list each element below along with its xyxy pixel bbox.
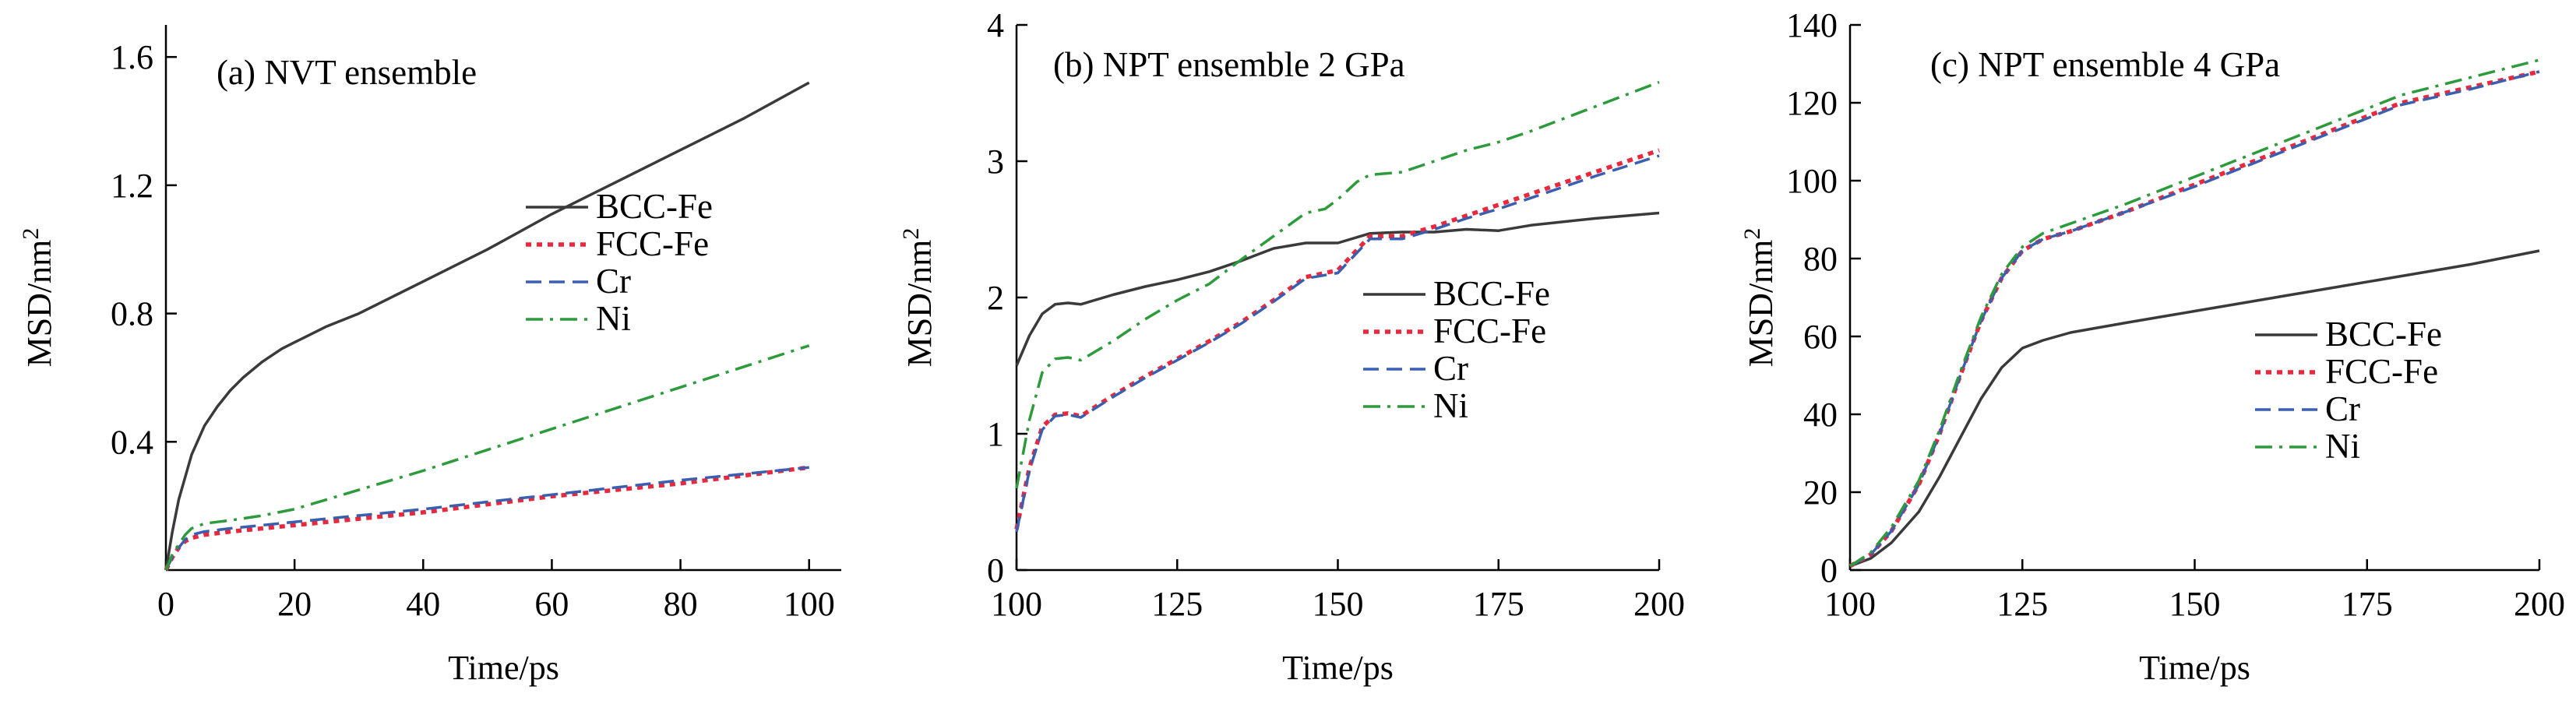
panel-title: (c) NPT ensemble 4 GPa [1930,45,2280,84]
y-axis-label-text: MSD/nm [1742,240,1780,368]
y-tick-label: 4 [987,6,1004,44]
series-line-cr [1849,70,2540,568]
x-tick-label: 80 [664,585,698,623]
x-tick-label: 100 [991,585,1042,623]
y-axis-label-superscript: 2 [1739,228,1765,240]
y-tick-label: 0.4 [111,423,153,461]
legend-label: Ni [596,299,631,338]
chart-panel-1: 0 20 40 60 80 100 0.4 0.8 1.2 1.6 Time/ps MSD/nm2 (a… [18,25,841,687]
series-line-cr [1015,154,1660,533]
legend-label: Cr [2325,389,2360,428]
y-tick-label: 100 [1786,162,1838,200]
x-tick-label: 150 [2169,585,2221,623]
y-axis-label-text: MSD/nm [900,240,939,368]
series-line-fcc-fe [1014,148,1660,530]
y-tick-label: 2 [987,279,1004,317]
legend-label: FCC-Fe [2325,352,2438,391]
legend-label: Ni [1433,386,1468,425]
x-tick-label: 0 [157,585,174,623]
y-tick-label: 0.8 [111,295,153,333]
y-axis-label: MSD/nm2 [898,228,939,368]
y-tick-label: 3 [987,143,1004,181]
y-tick-label: 120 [1786,84,1838,122]
x-tick-label: 60 [534,585,569,623]
series-line-bcc-fe [1015,211,1660,367]
y-tick-label: 0 [987,551,1004,590]
x-tick-label: 150 [1313,585,1364,623]
legend-label: BCC-Fe [1433,274,1550,313]
y-tick-label: 20 [1803,473,1838,512]
x-tick-label: 100 [784,585,835,623]
legend-label: BCC-Fe [2325,315,2442,354]
x-tick-label: 100 [1824,585,1876,623]
series-line-bcc-fe [1849,249,2540,568]
y-tick-label: 40 [1803,396,1838,434]
y-axis-label-superscript: 2 [898,228,924,240]
legend-label: BCC-Fe [596,187,713,226]
y-tick-label: 140 [1786,6,1838,44]
x-tick-label: 175 [2342,585,2393,623]
y-tick-label: 1 [987,415,1004,453]
legend-label: Ni [2325,427,2360,466]
y-tick-label: 0 [1820,551,1838,590]
x-axis-label: Time/ps [448,649,559,687]
x-tick-label: 125 [1996,585,2048,623]
series-line-cr [164,466,809,571]
x-tick-label: 175 [1473,585,1524,623]
y-axis-label-text: MSD/nm [20,240,58,368]
y-tick-label: 1.6 [111,38,153,76]
legend-label: FCC-Fe [1433,312,1546,350]
series-line-bcc-fe [164,81,810,571]
series-line-ni [1015,80,1660,489]
x-tick-label: 20 [277,585,312,623]
series-line-fcc-fe [164,465,810,572]
y-axis-label-superscript: 2 [18,228,44,240]
y-tick-label: 60 [1803,318,1838,356]
chart-panel-3: 100 125 150 175 200 0 20 40 60 80 100 120 140 Time/ps… [1739,6,2565,687]
x-axis-label: Time/ps [2139,649,2250,687]
series-line-ni [164,344,810,571]
x-tick-label: 125 [1151,585,1203,623]
legend-label: Cr [596,262,631,301]
panel-title: (a) NVT ensemble [217,53,477,92]
y-tick-label: 1.2 [111,167,153,205]
legend-label: Cr [1433,349,1468,388]
legend-label: FCC-Fe [596,224,709,263]
y-tick-label: 80 [1803,240,1838,278]
x-tick-label: 200 [2514,585,2565,623]
x-tick-label: 200 [1633,585,1685,623]
y-axis-label: MSD/nm2 [18,228,58,368]
series-line-ni [1849,58,2540,568]
x-tick-label: 40 [406,585,440,623]
panel-title: (b) NPT ensemble 2 GPa [1053,45,1405,84]
x-axis-label: Time/ps [1282,649,1394,687]
y-axis-label: MSD/nm2 [1739,228,1780,368]
